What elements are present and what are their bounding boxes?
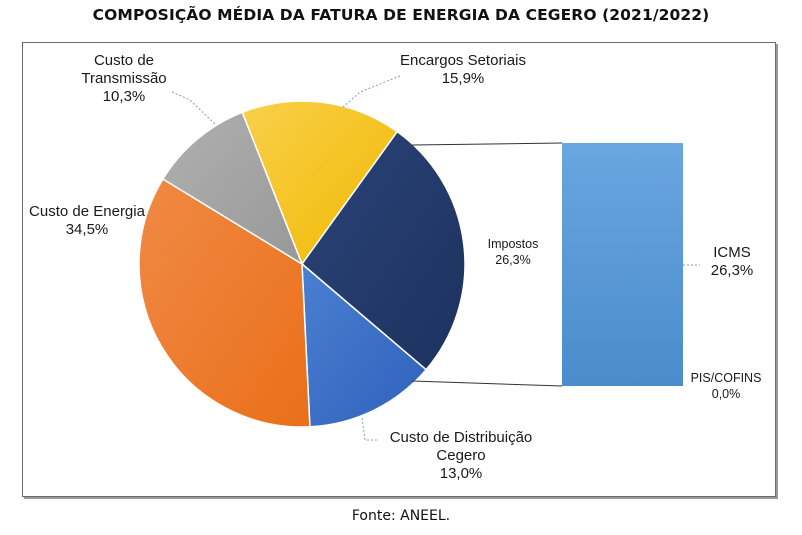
label-distribuicao: Custo de Distribuição Cegero 13,0% <box>390 429 533 483</box>
label-transmissao-name-2: Transmissão <box>81 70 167 87</box>
label-transmissao-name-1: Custo de <box>93 52 155 69</box>
label-impostos-value: 26,3% <box>495 253 531 267</box>
label-piscofins-value: 0,0% <box>711 387 741 401</box>
label-energia-value: 34,5% <box>65 221 109 238</box>
label-piscofins: PIS/COFINS 0,0% <box>691 370 762 402</box>
breakdown-connector-top <box>411 142 563 146</box>
label-encargos-name: Encargos Setoriais <box>400 52 526 69</box>
label-energia: Custo de Energia 34,5% <box>29 203 145 239</box>
label-distribuicao-name-2: Cegero <box>436 447 486 464</box>
label-transmissao-value: 10,3% <box>102 88 146 105</box>
label-energia-name: Custo de Energia <box>29 203 145 220</box>
label-transmissao: Custo de Transmissão 10,3% <box>81 52 166 106</box>
label-icms-name: ICMS <box>713 244 751 261</box>
label-icms-value: 26,3% <box>710 262 754 279</box>
label-impostos-name: Impostos <box>487 237 539 251</box>
label-encargos: Encargos Setoriais 15,9% <box>400 52 526 88</box>
label-distribuicao-name-1: Custo de Distribuição <box>389 429 533 446</box>
label-distribuicao-value: 13,0% <box>439 465 483 482</box>
slice-energia <box>138 177 311 428</box>
chart-title: COMPOSIÇÃO MÉDIA DA FATURA DE ENERGIA DA… <box>92 6 710 24</box>
leader-encargos <box>341 75 401 109</box>
slice-transmissao <box>161 111 304 266</box>
icms-bar <box>562 143 683 386</box>
label-icms: ICMS 26,3% <box>711 244 754 280</box>
breakdown-connector-bottom <box>411 380 563 387</box>
leader-transmissao <box>171 91 217 126</box>
slice-distribuicao <box>301 262 428 428</box>
slice-encargos <box>241 100 399 266</box>
label-piscofins-name: PIS/COFINS <box>690 371 762 385</box>
label-impostos: Impostos 26,3% <box>488 236 539 268</box>
slice-impostos <box>300 130 466 371</box>
leader-distribuicao <box>361 417 378 441</box>
source-note: Fonte: ANEEL. <box>351 508 451 524</box>
label-encargos-value: 15,9% <box>441 70 485 87</box>
